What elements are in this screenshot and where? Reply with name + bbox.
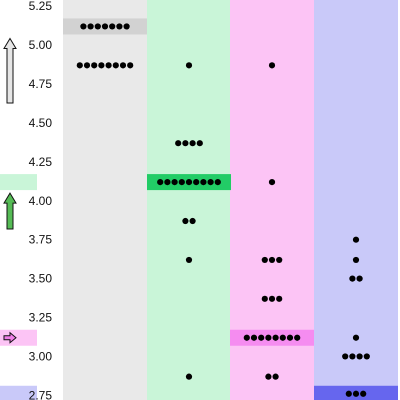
data-dot xyxy=(272,334,279,341)
data-dot xyxy=(268,62,276,69)
data-dot xyxy=(182,217,189,225)
data-dot xyxy=(356,353,363,360)
data-dot xyxy=(258,334,265,341)
data-dot xyxy=(185,373,193,380)
data-dot xyxy=(363,353,370,360)
data-dot xyxy=(185,62,193,69)
data-dot xyxy=(175,140,182,147)
level-arrow-icon xyxy=(3,331,17,344)
data-dot xyxy=(178,179,185,186)
data-dot xyxy=(185,179,193,186)
y-tick-label: 4.25 xyxy=(29,155,53,169)
data-dot xyxy=(345,390,352,397)
data-dot xyxy=(360,390,367,397)
data-dot xyxy=(123,23,130,30)
data-dot xyxy=(98,62,105,69)
data-dot xyxy=(101,23,109,30)
y-tick-label: 4.50 xyxy=(29,116,53,130)
data-dot xyxy=(80,23,87,30)
y-tick-label: 3.75 xyxy=(29,233,53,247)
y-tick-label: 3.25 xyxy=(29,311,53,325)
data-dot xyxy=(189,140,196,147)
data-dot xyxy=(352,236,360,243)
data-dot xyxy=(109,23,116,30)
data-dot xyxy=(112,62,119,69)
column-band-4 xyxy=(314,0,398,400)
dot-marks xyxy=(76,23,370,397)
data-dot xyxy=(196,140,203,147)
data-dot xyxy=(214,179,221,186)
y-tick-label: 5.25 xyxy=(29,0,53,13)
data-dot xyxy=(189,217,196,225)
data-dot xyxy=(352,334,360,341)
data-dot xyxy=(352,256,360,264)
y-tick-label: 2.75 xyxy=(29,388,53,400)
data-dot xyxy=(164,179,171,186)
data-dot xyxy=(349,353,356,360)
data-dot xyxy=(182,140,189,147)
data-dot xyxy=(261,295,268,302)
data-dot xyxy=(276,295,283,302)
data-dot xyxy=(265,373,272,380)
y-tick-label: 4.00 xyxy=(29,194,53,208)
data-dot xyxy=(105,62,112,69)
data-dot xyxy=(127,62,134,69)
data-dot xyxy=(116,23,123,30)
y-axis-ticks: 5.25 5.00 4.75 4.50 4.25 4.00 3.75 3.50 3.25 3.00… xyxy=(29,0,53,400)
data-dot xyxy=(83,62,91,69)
data-dot xyxy=(261,256,268,264)
data-dot xyxy=(294,334,301,341)
data-dot xyxy=(268,295,276,302)
data-dot xyxy=(268,179,276,186)
y-tick-label: 5.00 xyxy=(29,38,53,52)
data-dot xyxy=(276,256,283,264)
data-dot xyxy=(279,334,286,341)
axis-marker-bg-3 xyxy=(0,329,37,346)
data-dot xyxy=(243,334,250,341)
axis-arrows xyxy=(3,37,17,344)
data-dot xyxy=(265,334,272,341)
data-dot xyxy=(157,179,164,186)
highlight-bar-3 xyxy=(230,329,314,346)
data-dot xyxy=(349,275,356,282)
axis-marker-bg-4 xyxy=(0,385,37,400)
column-band-1 xyxy=(63,0,147,400)
axis-marker-bg-2 xyxy=(0,174,37,191)
data-dot xyxy=(94,23,101,30)
data-dot xyxy=(286,334,294,341)
y-tick-label: 4.75 xyxy=(29,77,53,91)
data-dot xyxy=(200,179,207,186)
data-dot xyxy=(272,373,279,380)
axis-marker-backgrounds xyxy=(0,174,37,400)
data-dot xyxy=(193,179,200,186)
data-dot xyxy=(352,390,360,397)
y-tick-label: 3.00 xyxy=(29,349,53,363)
y-tick-label: 3.50 xyxy=(29,272,53,286)
data-dot xyxy=(250,334,258,341)
column-band-2 xyxy=(147,0,231,400)
data-dot xyxy=(91,62,98,69)
reference-arrow-icon xyxy=(3,37,17,104)
data-dot xyxy=(185,256,193,264)
data-dot xyxy=(207,179,214,186)
data-dot xyxy=(356,275,363,282)
data-dot xyxy=(76,62,83,69)
data-dot xyxy=(268,256,276,264)
increase-arrow-icon xyxy=(3,192,17,230)
data-dot xyxy=(171,179,178,186)
data-dot xyxy=(119,62,127,69)
data-dot xyxy=(87,23,94,30)
data-dot xyxy=(342,353,349,360)
